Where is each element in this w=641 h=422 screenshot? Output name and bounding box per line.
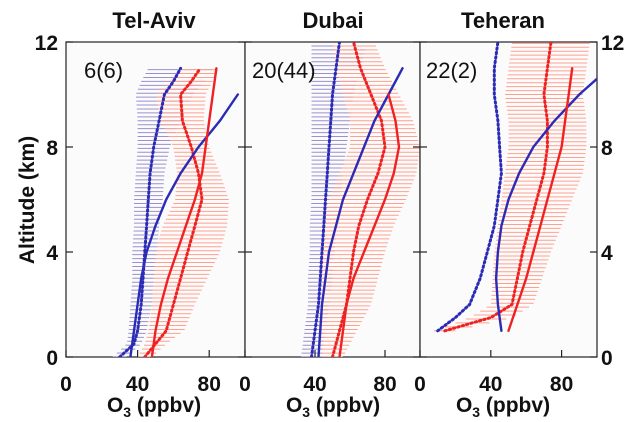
y-tick-label-right: 4 (601, 242, 613, 265)
x-tick-label: 0 (239, 373, 251, 396)
x-tick-label: 0 (60, 373, 72, 396)
panel-title-teheran: Teheran (461, 8, 545, 33)
count-label-teheran: 22(2) (426, 58, 477, 83)
panel-teheran: 0 40 80 0 4 8 12 (414, 32, 624, 396)
x-tick-label: 40 (479, 373, 502, 396)
blue-profile-mean-line (310, 42, 341, 357)
x-tick-label: 0 (414, 373, 426, 396)
x-axis-label-teheran: O3 (ppbv) (456, 394, 550, 420)
plot-area-dubai (301, 42, 420, 357)
blue-climatology-line (494, 77, 597, 332)
x-tick-label: 80 (550, 373, 573, 396)
y-tick-label-right: 0 (601, 347, 613, 370)
plot-area-tel-aviv (112, 66, 240, 357)
y-axis-label: Altitude (km) (16, 136, 39, 264)
panel-tel-aviv: 0 40 80 0 4 8 12 (35, 32, 246, 396)
blue-profile-mean-line (436, 42, 503, 333)
x-axis-label-dubai: O3 (ppbv) (286, 394, 380, 420)
y-tick-label-left: 8 (46, 137, 58, 160)
x-tick-label: 80 (373, 373, 396, 396)
y-tick-label-right: 8 (601, 137, 613, 160)
x-axis-label-tel-aviv: O3 (ppbv) (107, 394, 201, 420)
red-climatology-line (507, 67, 574, 332)
red-climatology-line (150, 67, 218, 357)
panel-title-tel-aviv: Tel-Aviv (112, 8, 196, 33)
panel-dubai: 0 40 80 (239, 41, 421, 396)
y-tick-label-left: 4 (46, 242, 58, 265)
plot-area-teheran (434, 42, 597, 333)
x-tick-label: 40 (303, 373, 326, 396)
red-profile-mean-line (143, 66, 204, 357)
red-profile-mean-line (443, 42, 553, 333)
panel-title-dubai: Dubai (302, 8, 363, 33)
y-tick-label-right: 12 (601, 32, 624, 55)
count-label-dubai: 20(44) (252, 58, 316, 83)
count-label-tel-aviv: 6(6) (84, 58, 123, 83)
y-tick-label-left: 0 (46, 347, 58, 370)
blue-climatology-line (317, 67, 404, 357)
red-climatology-line (338, 93, 401, 357)
y-tick-label-left: 12 (35, 32, 58, 55)
x-tick-label: 40 (126, 373, 149, 396)
x-tick-label: 80 (198, 373, 221, 396)
blue-profile-mean-line (118, 66, 183, 357)
